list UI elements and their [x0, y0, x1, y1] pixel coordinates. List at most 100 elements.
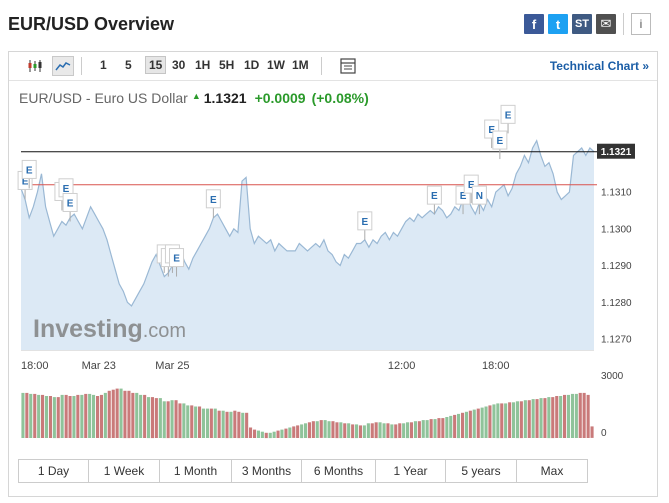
volume-bar	[484, 406, 488, 438]
volume-bar	[209, 408, 213, 438]
event-flag-label: E	[431, 191, 438, 202]
range-5-years[interactable]: 5 years	[446, 460, 517, 482]
email-icon[interactable]: ✉	[596, 14, 616, 34]
volume-bar	[198, 406, 202, 438]
volume-bar	[64, 394, 68, 438]
volume-bar	[437, 418, 441, 438]
event-flag-label: E	[468, 180, 475, 191]
range-selector: 1 Day 1 Week 1 Month 3 Months 6 Months 1…	[18, 459, 588, 483]
volume-bar	[429, 419, 433, 438]
volume-bar	[84, 393, 88, 438]
volume-bar	[237, 411, 241, 439]
volume-bar	[52, 397, 56, 439]
event-flag	[492, 130, 508, 150]
volume-bar	[80, 394, 84, 438]
volume-bar	[194, 406, 198, 438]
volume-bar	[111, 389, 115, 438]
volume-bar	[127, 390, 131, 439]
volume-bar	[578, 392, 582, 438]
volume-bar	[150, 397, 154, 439]
area-chart-icon[interactable]	[52, 56, 74, 76]
volume-bar	[457, 413, 461, 439]
volume-bar	[143, 394, 147, 438]
current-price-label: 1.1321	[601, 147, 632, 158]
last-price: 1.1321	[203, 90, 247, 106]
range-1-day[interactable]: 1 Day	[19, 460, 89, 482]
range-3-months[interactable]: 3 Months	[232, 460, 302, 482]
timeframe-1h[interactable]: 1H	[195, 58, 211, 72]
volume-bar	[56, 397, 60, 439]
volume-bar	[186, 405, 190, 438]
volume-bar	[351, 424, 355, 439]
volume-bar	[519, 401, 523, 439]
range-6-months[interactable]: 6 Months	[302, 460, 376, 482]
info-icon[interactable]: i	[631, 13, 651, 35]
table-view-icon[interactable]	[337, 56, 359, 76]
timeframe-5[interactable]: 5	[125, 58, 132, 72]
volume-bar	[461, 412, 465, 438]
timeframe-1m[interactable]: 1M	[292, 58, 309, 72]
y-tick-label: 1.1300	[601, 224, 632, 235]
volume-bar	[166, 401, 170, 439]
volume-bar	[390, 424, 394, 439]
volume-bar	[480, 407, 484, 438]
volume-bar	[496, 403, 500, 439]
price-chart[interactable]: 1.1321 1.1310 1.1300 1.1290 1.1280 1.1270 18:0…	[9, 52, 657, 457]
volume-bar	[131, 392, 135, 438]
volume-bar	[570, 393, 574, 438]
event-flag	[62, 192, 78, 212]
share-bar: f t ST ✉ i	[524, 13, 651, 35]
volume-bar	[225, 411, 229, 439]
timeframe-30[interactable]: 30	[172, 58, 186, 72]
volume-bar	[382, 423, 386, 438]
event-flag	[357, 211, 373, 231]
candlestick-icon[interactable]	[24, 56, 46, 76]
timeframe-1[interactable]: 1	[100, 58, 107, 72]
volume-bar	[590, 426, 594, 438]
volume-bar	[551, 397, 555, 439]
technical-chart-link[interactable]: Technical Chart »	[549, 59, 649, 73]
volume-bar	[563, 394, 567, 438]
volume-bar	[123, 390, 127, 439]
volume-bar	[205, 408, 209, 438]
volume-bar	[362, 425, 366, 438]
volume-bar	[307, 422, 311, 439]
volume-bar	[398, 423, 402, 438]
range-1-month[interactable]: 1 Month	[160, 460, 232, 482]
stocktwits-icon[interactable]: ST	[572, 14, 592, 34]
volume-bar	[417, 421, 421, 438]
event-flag-label: E	[488, 125, 495, 136]
x-tick-label: Mar 23	[82, 360, 116, 372]
volume-bar	[543, 398, 547, 438]
timeframe-5h[interactable]: 5H	[219, 58, 235, 72]
event-flag-label: E	[361, 217, 368, 228]
range-max[interactable]: Max	[517, 460, 587, 482]
volume-bar	[272, 431, 276, 438]
volume-bar	[103, 392, 107, 438]
volume-bar	[88, 393, 92, 438]
volume-bar	[233, 410, 237, 438]
volume-bar	[331, 421, 335, 438]
timeframe-1d[interactable]: 1D	[244, 58, 260, 72]
volume-bar	[488, 405, 492, 438]
volume-bar	[402, 423, 406, 438]
timeframe-1w[interactable]: 1W	[267, 58, 285, 72]
event-flag-label: E	[22, 176, 29, 187]
volume-bar	[115, 388, 119, 438]
volume-bar	[327, 421, 331, 438]
twitter-icon[interactable]: t	[548, 14, 568, 34]
volume-bar	[421, 420, 425, 438]
range-1-year[interactable]: 1 Year	[376, 460, 446, 482]
y-tick-label: 1.1310	[601, 188, 632, 199]
price-change: +0.0009	[254, 90, 306, 106]
event-flag-label: E	[63, 184, 70, 195]
event-flag	[500, 104, 516, 124]
volume-bar	[48, 396, 52, 438]
range-1-week[interactable]: 1 Week	[89, 460, 160, 482]
volume-bar	[425, 420, 429, 438]
volume-bar	[99, 394, 103, 438]
timeframe-15[interactable]: 15	[145, 56, 167, 74]
volume-bar	[547, 397, 551, 439]
facebook-icon[interactable]: f	[524, 14, 544, 34]
volume-bar	[162, 401, 166, 439]
